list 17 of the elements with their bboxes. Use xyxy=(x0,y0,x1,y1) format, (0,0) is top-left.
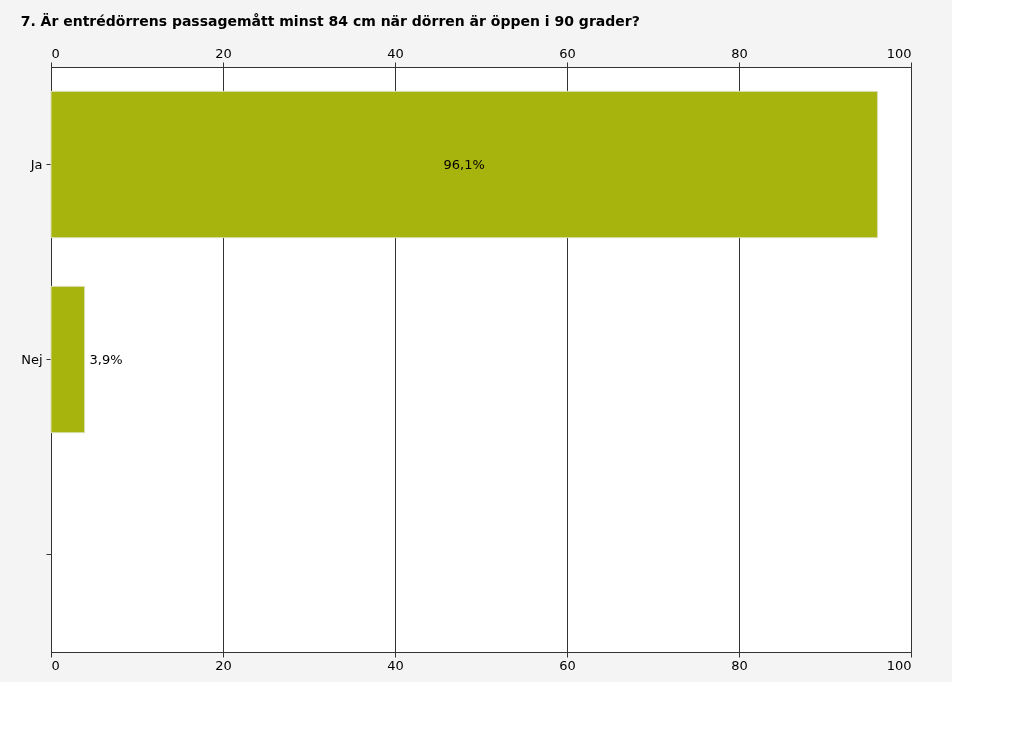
x-tick-label: 100 xyxy=(886,657,912,673)
x2-tick-label: 20 xyxy=(215,45,232,61)
x2-tick-label: 60 xyxy=(559,45,576,61)
data-label: 96,1% xyxy=(443,156,485,172)
x-tick-label: 20 xyxy=(215,657,232,673)
x2-tick-label: 80 xyxy=(731,45,748,61)
x-tick-label: 40 xyxy=(387,657,404,673)
x2-tick-label: 40 xyxy=(387,45,404,61)
x-tick-label: 80 xyxy=(731,657,748,673)
x2-tick-label: 0 xyxy=(51,45,60,61)
chart-title: 7. Är entrédörrens passagemått minst 84 cm när dörren är öppen i 90 grader? xyxy=(20,13,640,29)
x-tick-label: 0 xyxy=(51,657,60,673)
y-tick-label: Nej xyxy=(21,351,43,367)
data-label: 3,9% xyxy=(89,351,123,367)
x-tick-label: 60 xyxy=(559,657,576,673)
y-tick-label: Ja xyxy=(29,156,43,172)
x2-tick-label: 100 xyxy=(886,45,912,61)
